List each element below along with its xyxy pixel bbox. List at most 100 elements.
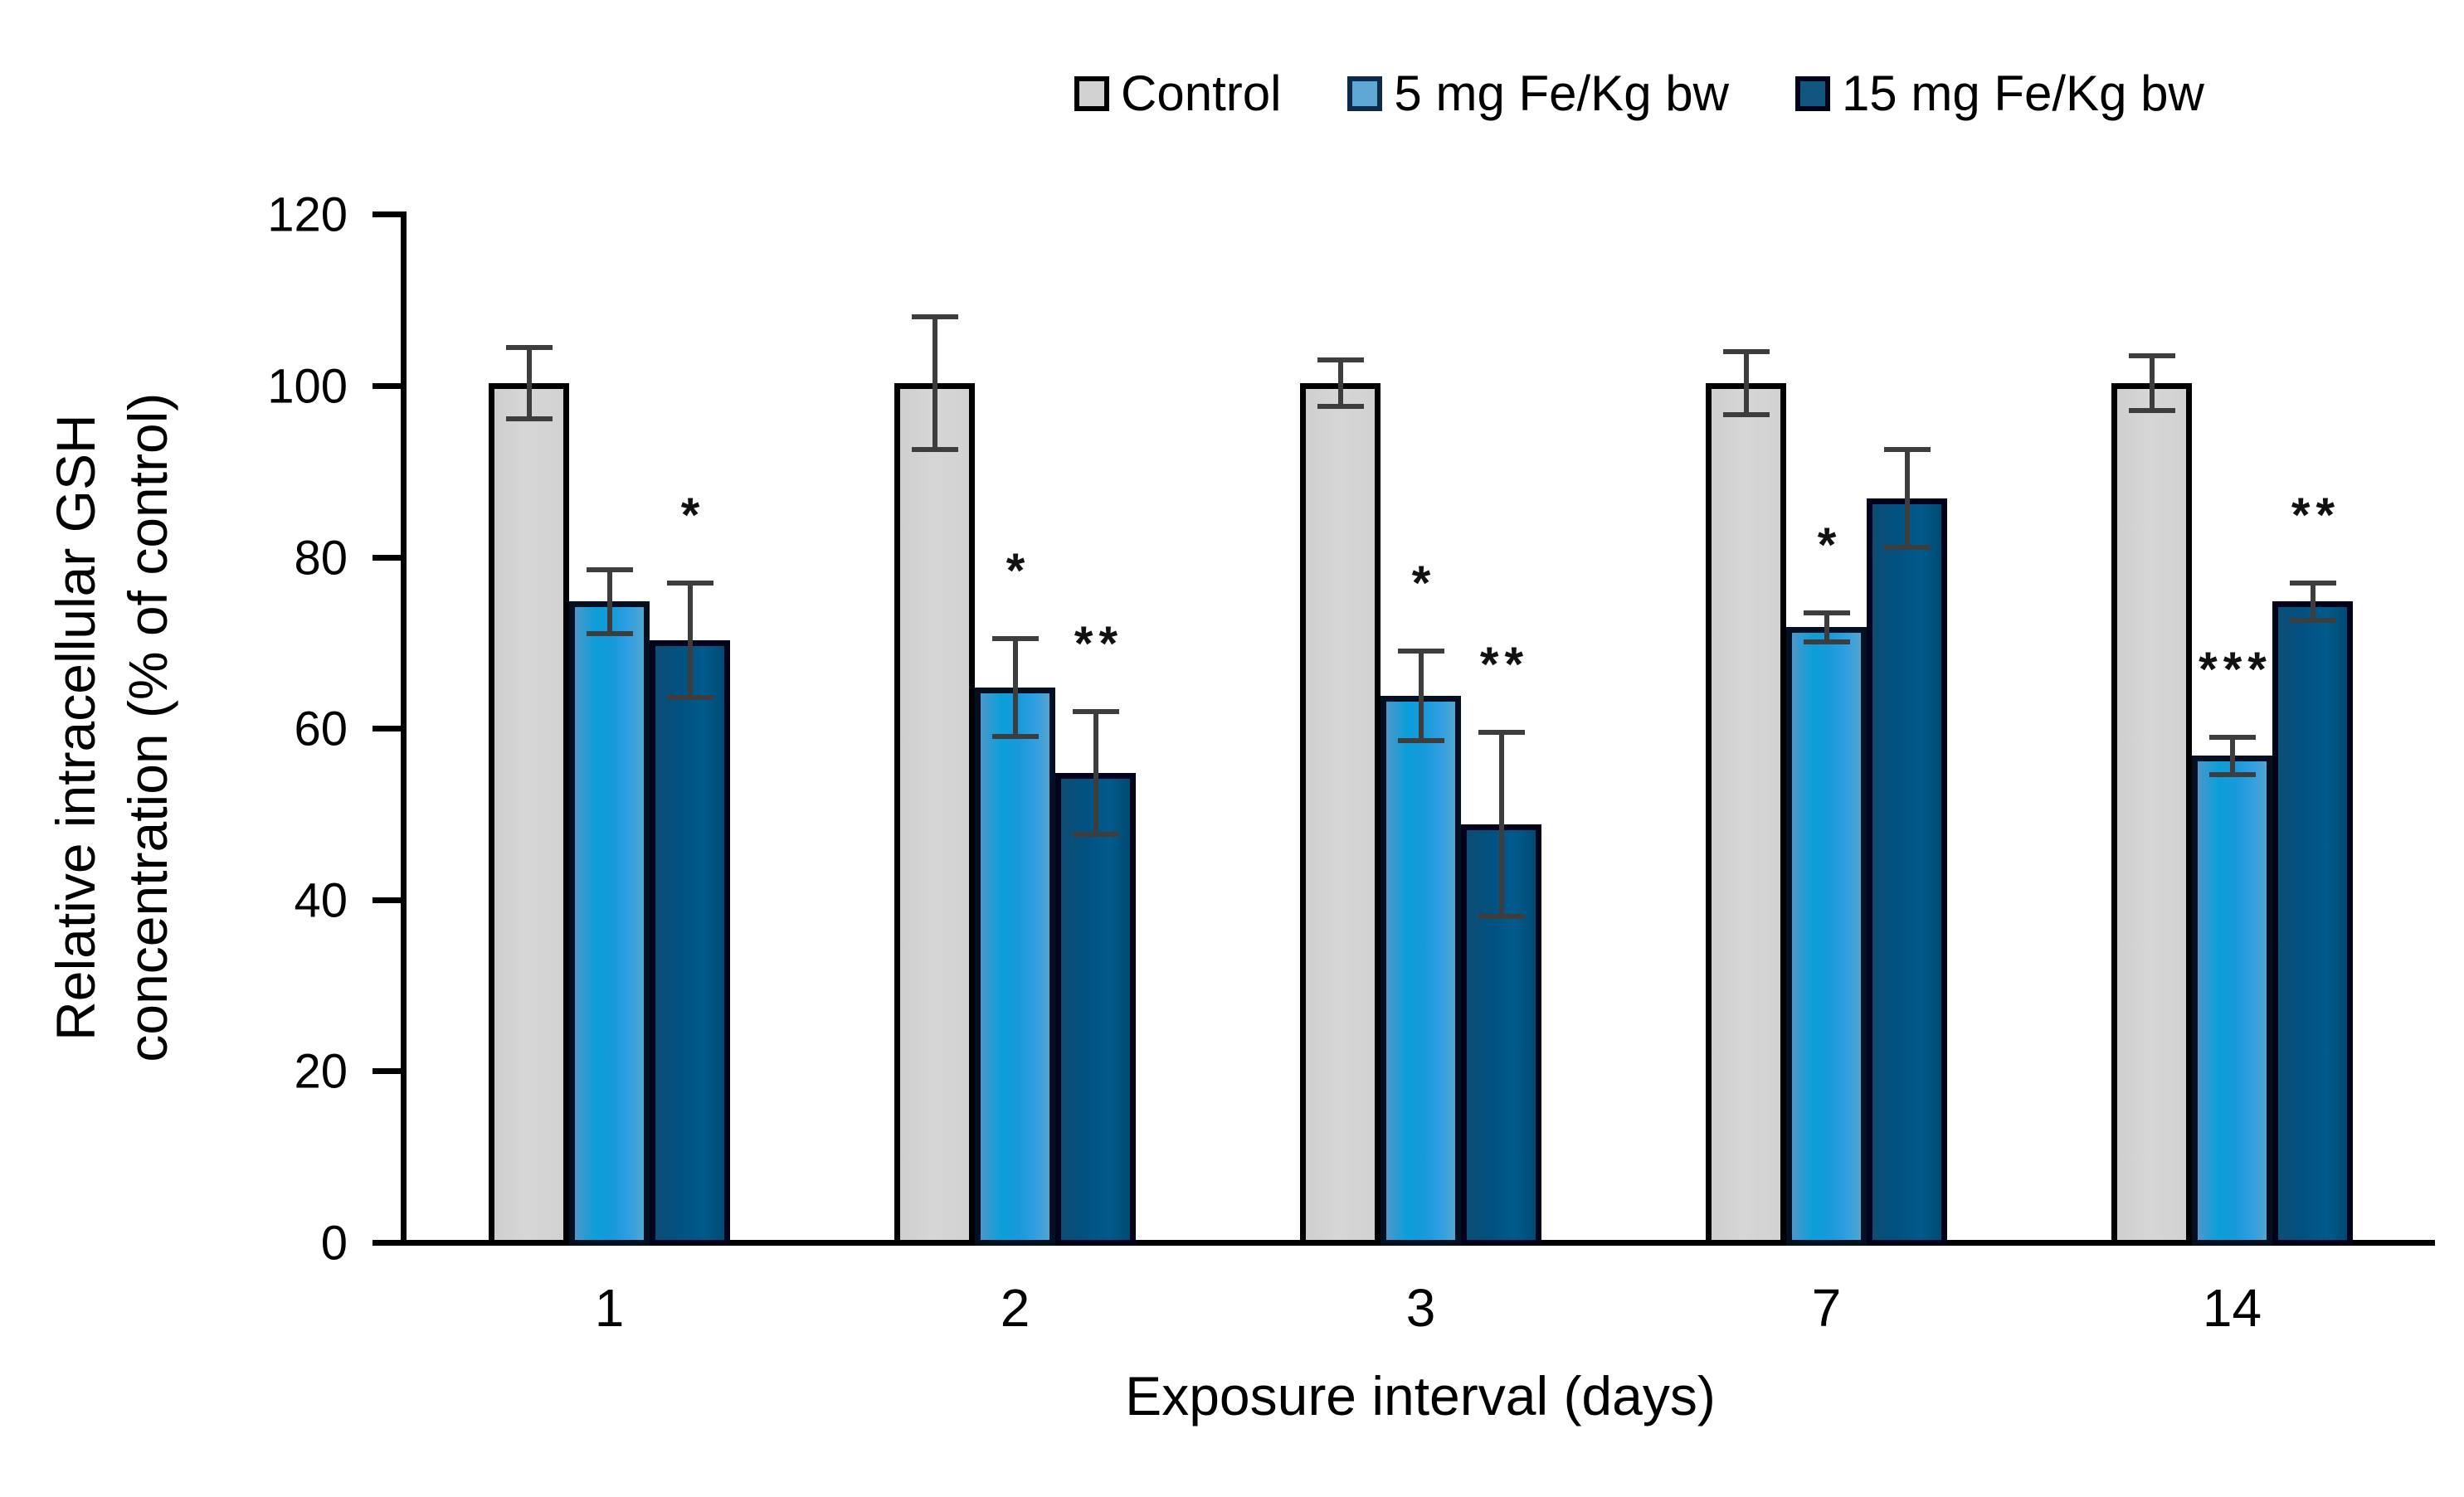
error-bar-cap-bottom xyxy=(2289,618,2336,624)
error-bar-cap-top xyxy=(2128,352,2175,358)
x-axis-title: Exposure interval (days) xyxy=(1125,1365,1716,1427)
y-tick-mark xyxy=(373,1240,401,1246)
y-axis-title: Relative intracellular GSH concentration… xyxy=(40,105,184,1349)
fifteen-mg-swatch-icon xyxy=(1794,75,1830,111)
error-bar-line xyxy=(1743,348,1749,418)
error-bar-cap-bottom xyxy=(666,695,713,701)
y-tick-label: 40 xyxy=(294,873,348,928)
five-mg-swatch-icon xyxy=(1347,75,1383,111)
x-tick-label: 7 xyxy=(1811,1278,1842,1338)
error-bar-cap-top xyxy=(1883,447,1931,453)
bar-15-mg-fe-kg-bw-day-14 xyxy=(2272,601,2353,1246)
error-bar-cap-top xyxy=(2289,580,2336,586)
y-tick-label: 80 xyxy=(294,531,348,586)
legend-label-5mg: 5 mg Fe/Kg bw xyxy=(1394,66,1729,121)
bar-15-mg-fe-kg-bw-day-2 xyxy=(1055,773,1136,1246)
error-bar-cap-bottom xyxy=(1803,639,1850,645)
significance-marker: ** xyxy=(1479,638,1530,693)
y-tick-mark xyxy=(373,1068,401,1075)
error-bar-line xyxy=(1498,730,1504,919)
y-tick-mark xyxy=(373,726,401,732)
error-bar-line xyxy=(2310,580,2315,624)
bar-5-mg-fe-kg-bw-day-14 xyxy=(2192,756,2272,1246)
y-tick-label: 20 xyxy=(294,1044,348,1099)
error-bar-cap-bottom xyxy=(1883,545,1931,551)
bar-15-mg-fe-kg-bw-day-1 xyxy=(650,639,730,1246)
error-bar-line xyxy=(606,567,612,636)
error-bar-cap-top xyxy=(1722,348,1770,354)
error-bar-cap-top xyxy=(586,567,633,573)
error-bar-cap-bottom xyxy=(505,416,553,422)
error-bar-cap-top xyxy=(1803,610,1850,615)
bar-control-day-1 xyxy=(489,383,569,1246)
y-tick-label: 0 xyxy=(320,1216,348,1271)
error-bar-cap-top xyxy=(2208,734,2256,740)
error-bar-cap-bottom xyxy=(2128,408,2175,414)
error-bar-line xyxy=(1418,649,1424,743)
bar-15-mg-fe-kg-bw-day-7 xyxy=(1867,498,1947,1246)
error-bar-cap-top xyxy=(911,314,958,320)
y-tick-mark xyxy=(373,211,401,218)
error-bar-line xyxy=(1904,447,1910,551)
error-bar-cap-bottom xyxy=(1478,913,1525,919)
significance-marker: *** xyxy=(2199,642,2272,697)
error-bar-line xyxy=(1337,357,1343,409)
significance-marker: * xyxy=(1411,557,1437,611)
x-tick-label: 1 xyxy=(594,1278,625,1338)
bar-5-mg-fe-kg-bw-day-1 xyxy=(569,601,650,1246)
bar-control-day-3 xyxy=(1300,383,1381,1246)
error-bar-cap-top xyxy=(991,635,1039,641)
bar-5-mg-fe-kg-bw-day-2 xyxy=(975,687,1055,1246)
error-bar-cap-bottom xyxy=(586,630,633,636)
x-tick-label: 14 xyxy=(2202,1278,2262,1338)
legend-item-control: Control xyxy=(1074,65,1281,122)
bar-control-day-7 xyxy=(1706,383,1786,1246)
error-bar-cap-top xyxy=(1317,357,1364,362)
bar-5-mg-fe-kg-bw-day-7 xyxy=(1786,627,1867,1246)
error-bar-cap-top xyxy=(1478,730,1525,736)
y-tick-label: 60 xyxy=(294,702,348,756)
error-bar-cap-bottom xyxy=(1317,403,1364,409)
significance-marker: * xyxy=(1817,518,1843,572)
legend-item-15mg: 15 mg Fe/Kg bw xyxy=(1794,65,2204,122)
legend: Control 5 mg Fe/Kg bw 15 mg Fe/Kg bw xyxy=(1074,65,2204,122)
error-bar-line xyxy=(1093,708,1098,838)
error-bar-line xyxy=(687,580,693,701)
y-tick-mark xyxy=(373,383,401,389)
y-axis-line xyxy=(401,211,407,1246)
error-bar-cap-bottom xyxy=(2208,772,2256,778)
y-tick-label: 120 xyxy=(267,187,348,242)
significance-marker: * xyxy=(1006,543,1031,598)
error-bar-cap-top xyxy=(666,580,713,586)
significance-marker: * xyxy=(680,488,706,542)
error-bar-line xyxy=(932,314,937,452)
y-tick-label: 100 xyxy=(267,359,348,414)
bar-control-day-2 xyxy=(894,383,975,1246)
error-bar-line xyxy=(2149,352,2155,414)
legend-item-5mg: 5 mg Fe/Kg bw xyxy=(1347,65,1729,122)
bar-control-day-14 xyxy=(2111,383,2192,1246)
y-tick-mark xyxy=(373,554,401,561)
error-bar-line xyxy=(2229,734,2235,778)
error-bar-cap-bottom xyxy=(911,446,958,452)
error-bar-cap-bottom xyxy=(1722,412,1770,418)
significance-marker: ** xyxy=(2291,488,2341,542)
error-bar-line xyxy=(1824,610,1829,645)
error-bar-cap-bottom xyxy=(1072,832,1119,838)
error-bar-cap-bottom xyxy=(991,733,1039,739)
error-bar-cap-top xyxy=(1072,708,1119,714)
error-bar-cap-top xyxy=(1397,649,1444,654)
error-bar-line xyxy=(1012,635,1018,739)
error-bar-cap-bottom xyxy=(1397,737,1444,743)
legend-label-control: Control xyxy=(1121,66,1282,121)
error-bar-line xyxy=(526,344,532,422)
x-tick-label: 2 xyxy=(1000,1278,1030,1338)
control-swatch-icon xyxy=(1074,75,1109,111)
bar-5-mg-fe-kg-bw-day-3 xyxy=(1381,696,1461,1246)
y-axis-title-line1: Relative intracellular GSH xyxy=(44,414,106,1041)
y-tick-mark xyxy=(373,897,401,903)
significance-marker: ** xyxy=(1074,616,1124,671)
legend-label-15mg: 15 mg Fe/Kg bw xyxy=(1841,66,2204,121)
x-tick-label: 3 xyxy=(1405,1278,1436,1338)
